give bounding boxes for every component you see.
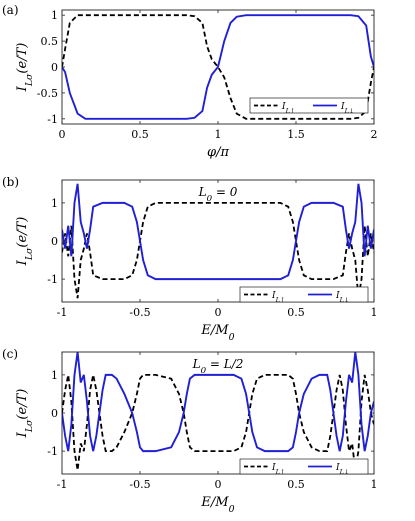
panel-c: -1 -0.5 0 0.5 1 -1 0 1 (c) ILσ(e/T) E/M0 L0 = L/2 IL…: [2, 347, 378, 515]
x-axis-label: E/M0: [200, 323, 234, 343]
annotation-label: L0 = 0: [198, 185, 238, 204]
legend-entry-label: IL↑: [271, 291, 285, 304]
x-tick-label: 2: [371, 128, 378, 141]
legend-box: [239, 286, 369, 303]
y-tick-label: -1: [47, 273, 58, 286]
x-axis-label: φ/π: [207, 145, 229, 160]
y-tick-label: 0: [51, 61, 58, 74]
svg-text:L0 = 0: L0 = 0: [198, 185, 238, 204]
svg-text:φ/π: φ/π: [207, 145, 229, 160]
x-tick-label: 1: [371, 478, 378, 491]
x-tick-label: 0: [59, 128, 66, 141]
legend-entry-label: IL↓: [335, 463, 349, 476]
series-line-up: [62, 14, 374, 120]
series-line-down: [62, 14, 374, 120]
svg-text:L0 = L/2: L0 = L/2: [192, 357, 244, 376]
legend-entry-label: IL↑: [281, 102, 295, 115]
svg-text:IL↓: IL↓: [340, 102, 354, 115]
series-line-down: [62, 183, 374, 281]
x-tick-label: -1: [57, 478, 68, 491]
x-tick-label: 1: [215, 128, 222, 141]
series-line-up: [62, 373, 374, 471]
series-line-down: [62, 352, 374, 453]
x-tick-label: -0.5: [129, 478, 150, 491]
y-tick-label: -1: [47, 445, 58, 458]
svg-text:IL↑: IL↑: [271, 291, 285, 304]
x-tick-label: 0: [215, 306, 222, 319]
y-tick-label: -0.5: [37, 87, 58, 100]
panel-label: (b): [2, 175, 19, 189]
x-tick-label: 1: [371, 306, 378, 319]
legend-box: [239, 458, 369, 475]
svg-text:ILσ(e/T): ILσ(e/T): [15, 43, 35, 93]
svg-text:IL↓: IL↓: [335, 291, 349, 304]
y-tick-label: 1: [51, 9, 58, 22]
y-tick-label: 0: [51, 407, 58, 420]
x-tick-label: -0.5: [129, 306, 150, 319]
x-tick-label: 0.5: [287, 306, 305, 319]
x-tick-label: 0.5: [287, 478, 305, 491]
y-tick-label: 0: [51, 235, 58, 248]
y-tick-label: 1: [51, 369, 58, 382]
svg-text:E/M0: E/M0: [200, 323, 234, 343]
x-axis-label: E/M0: [200, 495, 234, 515]
y-axis-label: ILσ(e/T): [15, 389, 35, 439]
x-tick-label: -1: [57, 306, 68, 319]
series-line-up: [62, 201, 374, 299]
panel-a: 0 0.5 1 1.5 2 -1 -0.5 0 0.5 1 (a) ILσ(e/T) φ/π IL↑ IL↓: [2, 3, 378, 160]
svg-text:IL↓: IL↓: [335, 463, 349, 476]
legend: IL↑ IL↓: [249, 97, 369, 115]
y-axis-label: ILσ(e/T): [15, 217, 35, 267]
legend-entry-label: IL↓: [340, 102, 354, 115]
annotation-label: L0 = L/2: [192, 357, 244, 376]
svg-text:ILσ(e/T): ILσ(e/T): [15, 389, 35, 439]
svg-text:ILσ(e/T): ILσ(e/T): [15, 217, 35, 267]
x-tick-label: 0.5: [131, 128, 149, 141]
x-tick-label: 0: [215, 478, 222, 491]
y-tick-label: -1: [47, 113, 58, 126]
y-tick-label: 0.5: [41, 35, 59, 48]
panel-label: (a): [2, 3, 19, 17]
panel-label: (c): [2, 347, 18, 361]
y-tick-label: 1: [51, 197, 58, 210]
svg-text:IL↑: IL↑: [271, 463, 285, 476]
legend-box: [249, 97, 369, 114]
legend: IL↑ IL↓: [239, 458, 369, 476]
svg-text:E/M0: E/M0: [200, 495, 234, 515]
y-axis-label: ILσ(e/T): [15, 43, 35, 93]
legend-entry-label: IL↑: [271, 463, 285, 476]
svg-text:IL↑: IL↑: [281, 102, 295, 115]
x-tick-label: 1.5: [287, 128, 305, 141]
legend: IL↑ IL↓: [239, 286, 369, 304]
legend-entry-label: IL↓: [335, 291, 349, 304]
